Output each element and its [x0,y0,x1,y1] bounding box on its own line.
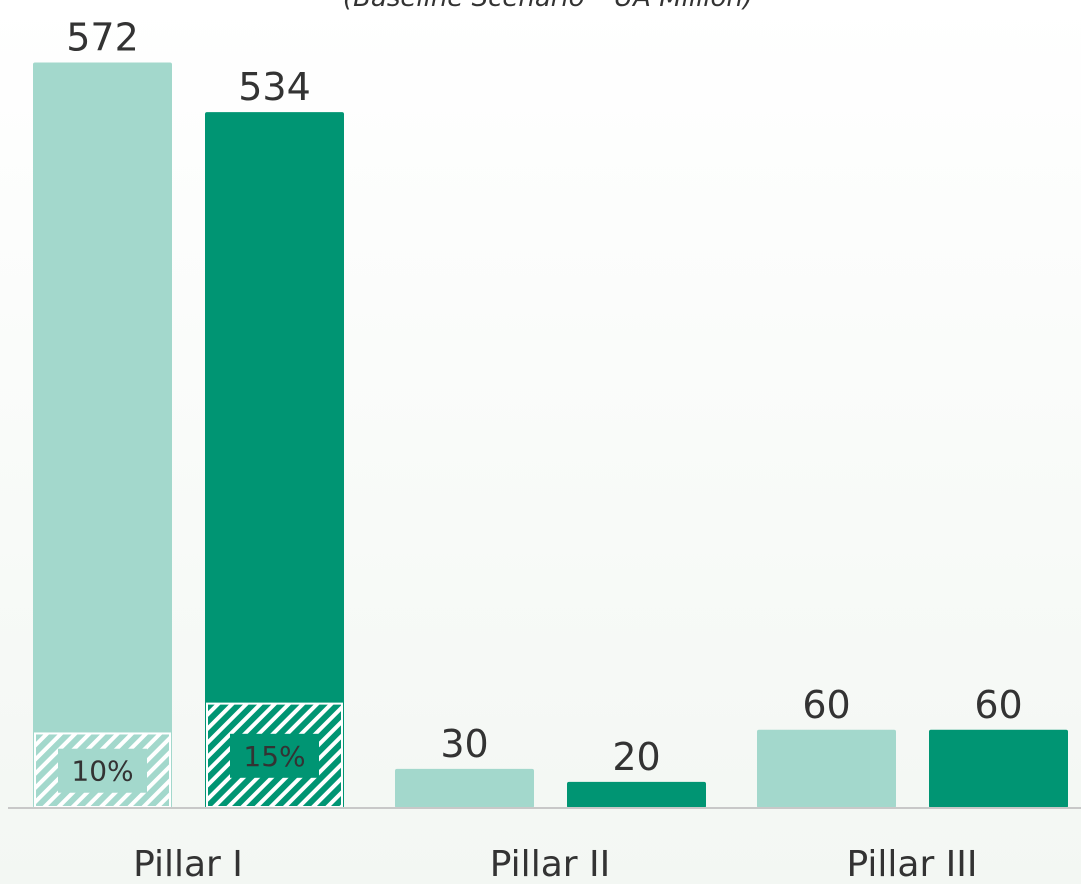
share-label: 15% [243,740,305,773]
bar [33,62,172,809]
data-label: 30 [440,722,488,766]
data-label: 534 [238,65,311,109]
data-label: 60 [802,683,850,727]
share-label: 10% [71,755,133,788]
x-tick-label: Pillar II [490,844,610,884]
data-label: 60 [974,683,1022,727]
bar [567,781,706,808]
bar [757,729,896,808]
share-label-box [230,733,319,778]
bar [929,729,1068,808]
data-label: 572 [66,16,139,60]
share-label-box [58,748,147,793]
bar [205,112,344,809]
chart-title: (Baseline Scenario – UA Million) [343,0,753,13]
x-tick-label: Pillar III [846,844,977,884]
x-tick-label: Pillar I [133,844,243,884]
bar [395,768,534,808]
data-label: 20 [612,735,660,779]
